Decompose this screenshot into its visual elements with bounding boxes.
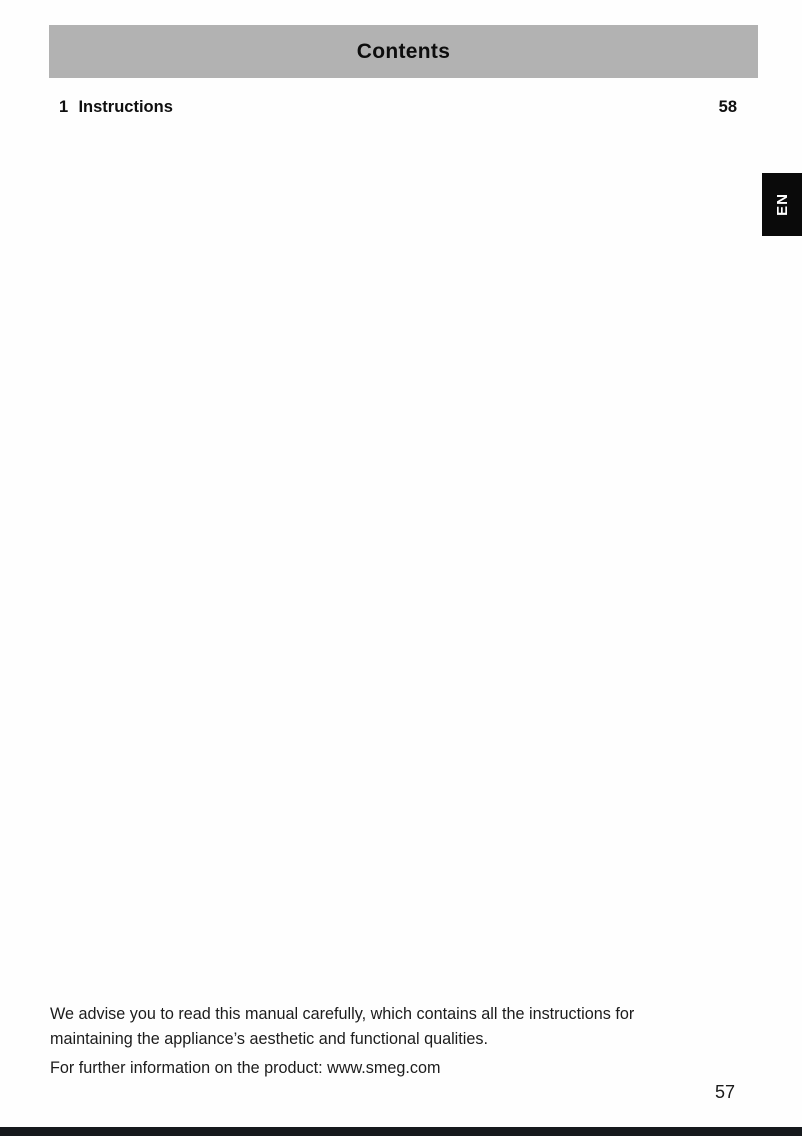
toc-section-page: 58 (179, 96, 737, 1136)
footer-note: We advise you to read this manual carefu… (50, 1002, 705, 1081)
footer-advice-text: We advise you to read this manual carefu… (50, 1005, 635, 1048)
contents-banner: Contents (49, 25, 758, 78)
toc-section-1: 1Instructions581.1General safety instruc… (59, 93, 737, 1136)
toc-section-title: Instructions (78, 98, 173, 116)
page-title: Contents (356, 39, 451, 63)
toc-section-header: 1 Instructions 58 (59, 93, 737, 1136)
language-tab-label: EN (773, 193, 791, 216)
toc: 1Instructions581.1General safety instruc… (59, 93, 737, 1136)
page-number: 57 (714, 1082, 735, 1102)
footer-info-text: For further information on the product: … (50, 1059, 441, 1077)
toc-section-number: 1 (59, 98, 69, 116)
bottom-bar (0, 1127, 802, 1136)
language-tab: EN (762, 173, 802, 236)
